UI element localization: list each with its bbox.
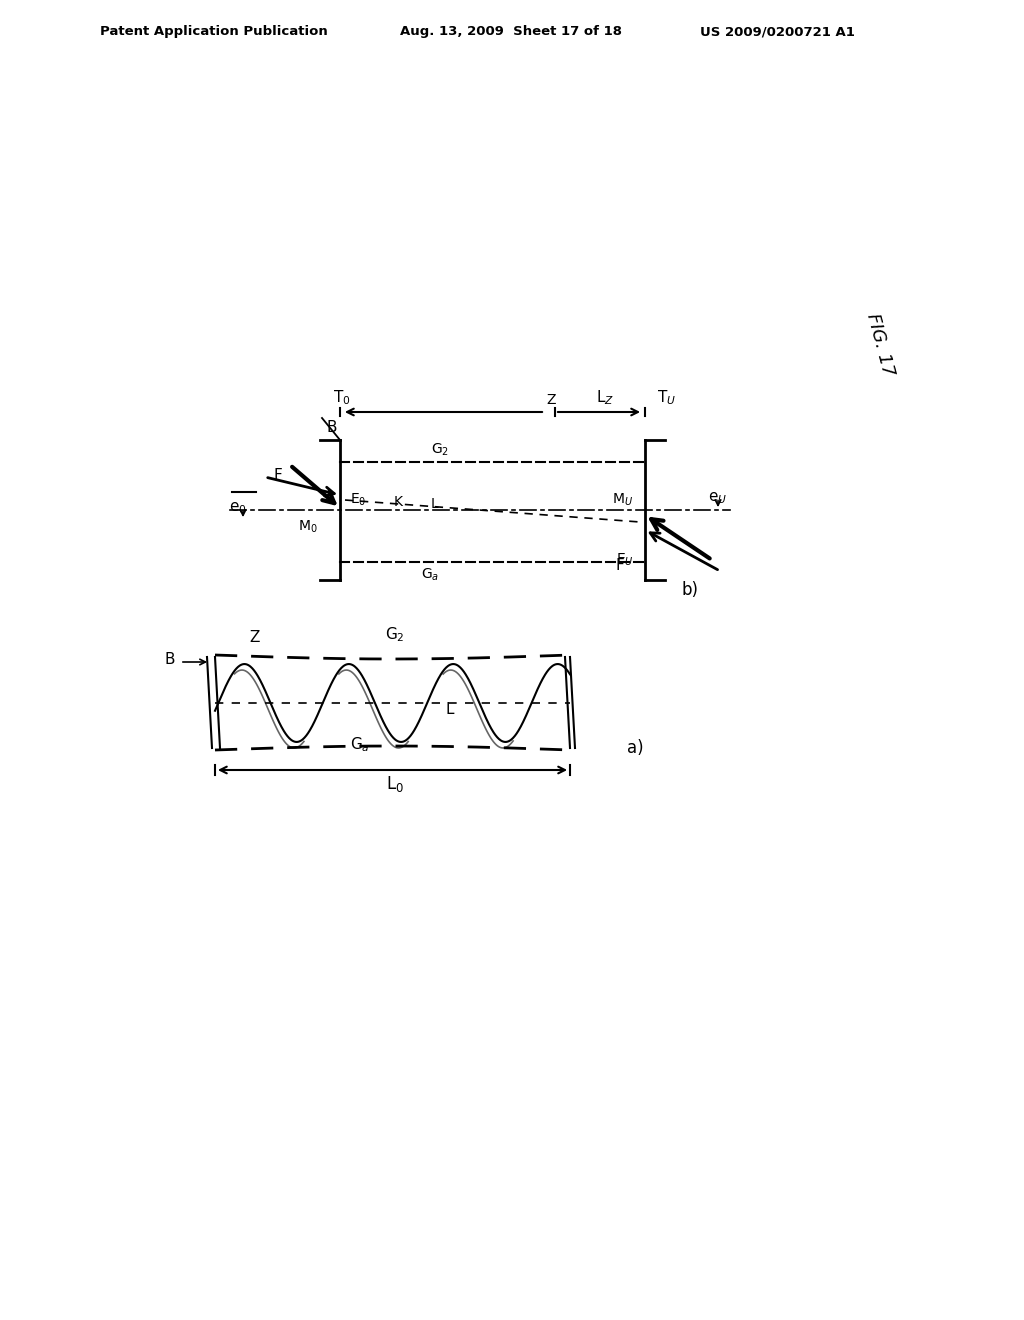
Text: F: F — [273, 467, 283, 483]
Text: b): b) — [682, 581, 698, 599]
Text: B: B — [327, 420, 337, 434]
Text: B: B — [165, 652, 175, 668]
Text: Z: Z — [546, 393, 556, 407]
Text: K: K — [393, 495, 402, 510]
Text: FIG. 17: FIG. 17 — [863, 312, 897, 379]
Text: US 2009/0200721 A1: US 2009/0200721 A1 — [700, 25, 855, 38]
Text: e$_U$: e$_U$ — [709, 490, 728, 506]
Text: L: L — [445, 702, 455, 718]
Text: M$_0$: M$_0$ — [298, 519, 317, 535]
Text: Z: Z — [250, 631, 260, 645]
Text: Patent Application Publication: Patent Application Publication — [100, 25, 328, 38]
Text: M$_U$: M$_U$ — [612, 492, 634, 508]
Text: e$_0$: e$_0$ — [229, 500, 247, 516]
Text: T$_0$: T$_0$ — [333, 388, 351, 408]
Text: E$_U$: E$_U$ — [616, 552, 634, 568]
Text: G$_a$: G$_a$ — [421, 566, 439, 583]
Text: T$_U$: T$_U$ — [657, 388, 677, 408]
Text: G$_a$: G$_a$ — [350, 735, 370, 754]
Text: F: F — [615, 557, 625, 573]
Text: Aug. 13, 2009  Sheet 17 of 18: Aug. 13, 2009 Sheet 17 of 18 — [400, 25, 622, 38]
Text: a): a) — [627, 739, 643, 756]
Text: L$_0$: L$_0$ — [386, 774, 404, 795]
Text: G$_2$: G$_2$ — [385, 626, 404, 644]
Text: G$_2$: G$_2$ — [431, 442, 450, 458]
Text: L$_Z$: L$_Z$ — [596, 388, 614, 408]
Text: E$_0$: E$_0$ — [350, 492, 367, 508]
Text: L: L — [431, 498, 439, 511]
